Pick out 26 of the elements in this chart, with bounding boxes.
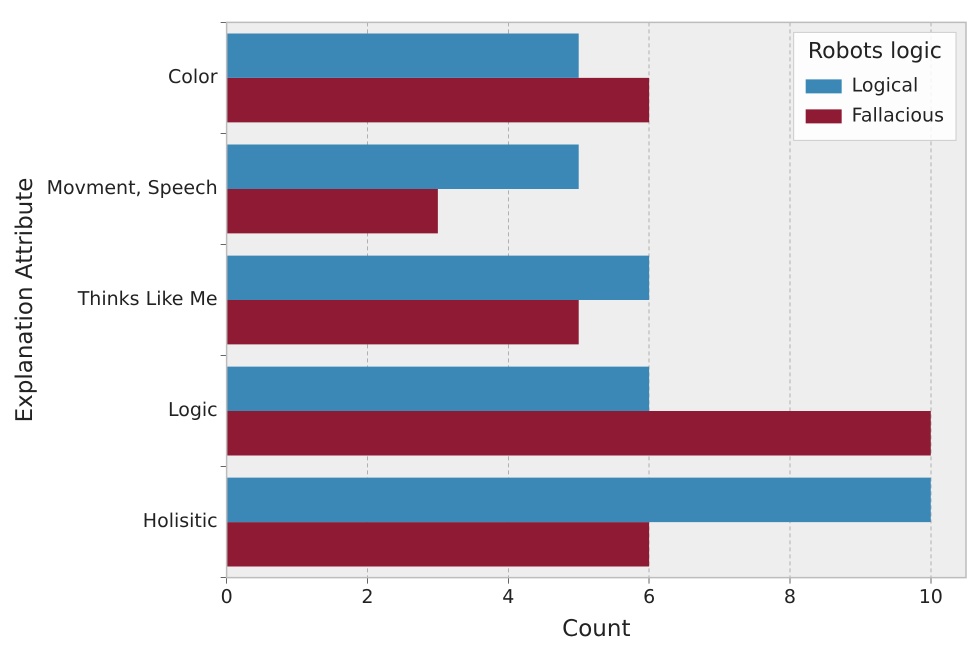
bar <box>227 300 579 344</box>
bar <box>227 256 650 300</box>
y-tick-label: Thinks Like Me <box>76 288 218 310</box>
x-axis-title: Count <box>562 616 630 642</box>
bar <box>227 411 931 456</box>
bar <box>227 478 931 522</box>
y-tick-label: Movment, Speech <box>46 176 218 199</box>
bar <box>227 144 579 189</box>
legend-label: Logical <box>852 74 918 96</box>
x-tick-label: 10 <box>918 586 943 608</box>
legend-title: Robots logic <box>808 39 942 64</box>
x-tick-label: 6 <box>643 586 656 608</box>
x-tick-label: 2 <box>361 586 374 608</box>
y-tick-label: Holisitic <box>142 510 218 532</box>
y-axis-title: Explanation Attribute <box>12 178 38 422</box>
legend-label: Fallacious <box>852 104 944 126</box>
y-tick-label: Color <box>168 66 218 88</box>
bar <box>227 366 650 412</box>
bar <box>227 78 650 122</box>
x-tick-label: 4 <box>502 586 514 608</box>
x-tick-label: 8 <box>784 586 796 608</box>
y-tick-label: Logic <box>168 398 218 421</box>
bar <box>227 188 438 234</box>
bar <box>227 522 650 566</box>
bar <box>227 34 579 78</box>
x-tick-label: 0 <box>220 586 233 608</box>
